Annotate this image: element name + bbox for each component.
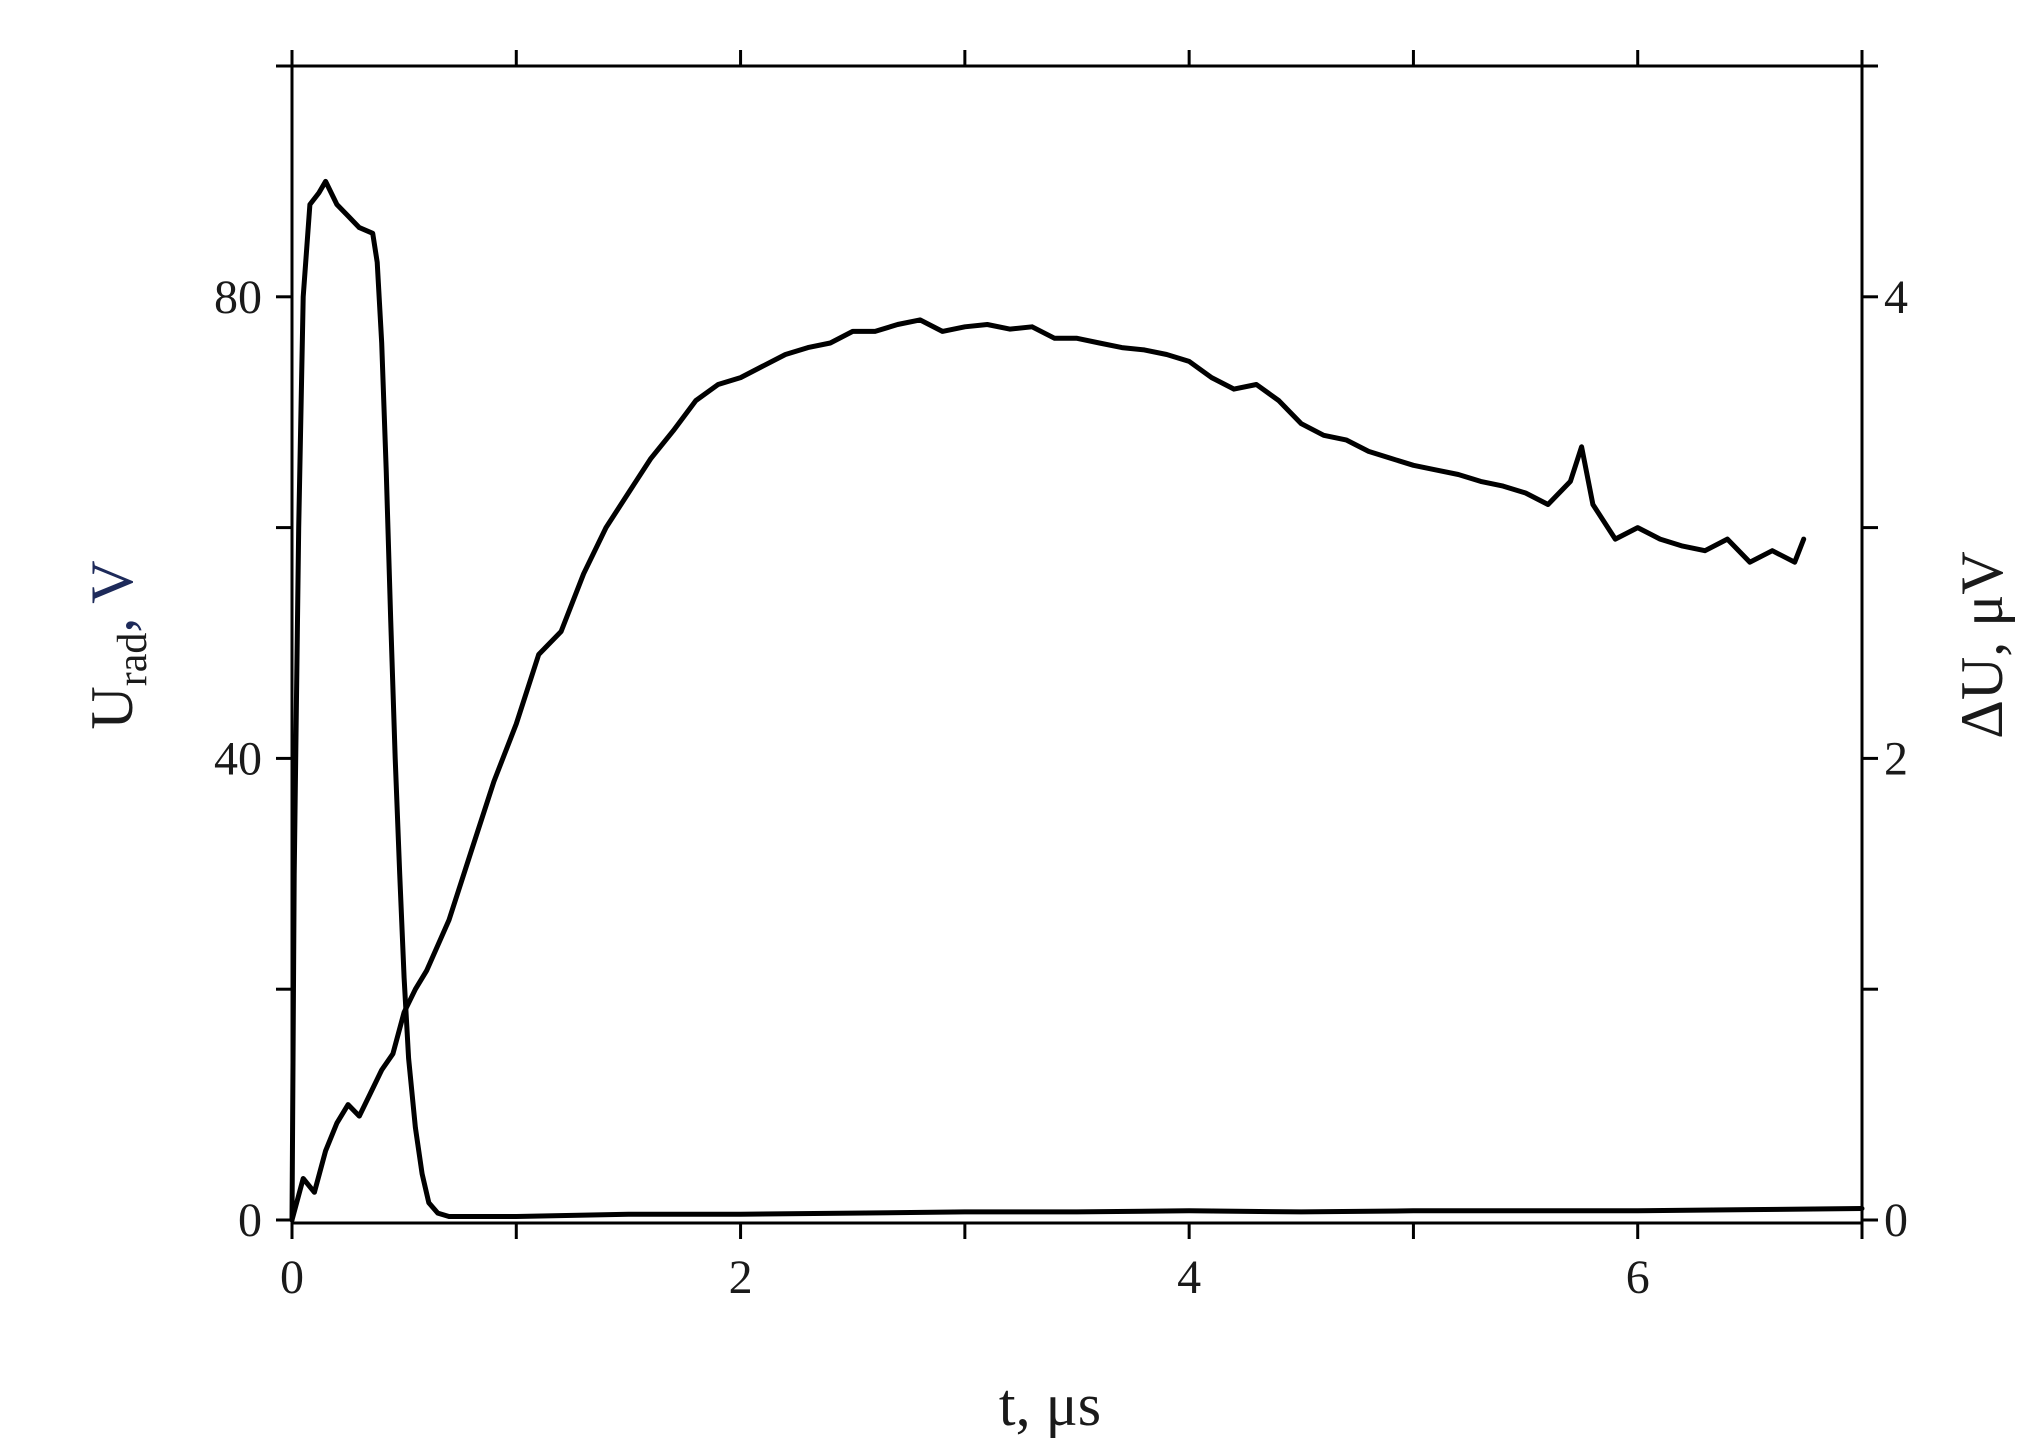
y-left-tick-label: 80 — [214, 271, 262, 324]
y-right-tick-label: 2 — [1884, 732, 1908, 785]
tick-labels: 0 2 4 6 0 40 80 0 2 4 — [214, 271, 1908, 1304]
x-tick-label: 6 — [1626, 1251, 1650, 1304]
y-right-tick-label: 0 — [1884, 1194, 1908, 1247]
y-left-tick-label: 40 — [214, 732, 262, 785]
x-axis-title: t, μs — [999, 1372, 1101, 1438]
y-left-title-unit: , V — [79, 560, 145, 632]
plot-frame — [290, 64, 1864, 1225]
axis-ticks — [276, 50, 1878, 1239]
x-tick-label: 2 — [729, 1251, 753, 1304]
u-rad-series-line — [289, 178, 1865, 1223]
y-right-tick-label: 4 — [1884, 271, 1908, 324]
y-left-tick-label: 0 — [238, 1194, 262, 1247]
x-tick-label: 0 — [280, 1251, 304, 1304]
x-tick-label: 4 — [1177, 1251, 1201, 1304]
y-left-title-main: U — [79, 686, 145, 729]
y-left-title-sub: rad — [110, 633, 156, 687]
data-series — [289, 178, 1865, 1223]
y-right-axis-title: ΔU, μV — [1949, 551, 2015, 738]
y-left-axis-title: Urad, V — [79, 560, 156, 729]
delta-u-series-line — [289, 317, 1807, 1223]
